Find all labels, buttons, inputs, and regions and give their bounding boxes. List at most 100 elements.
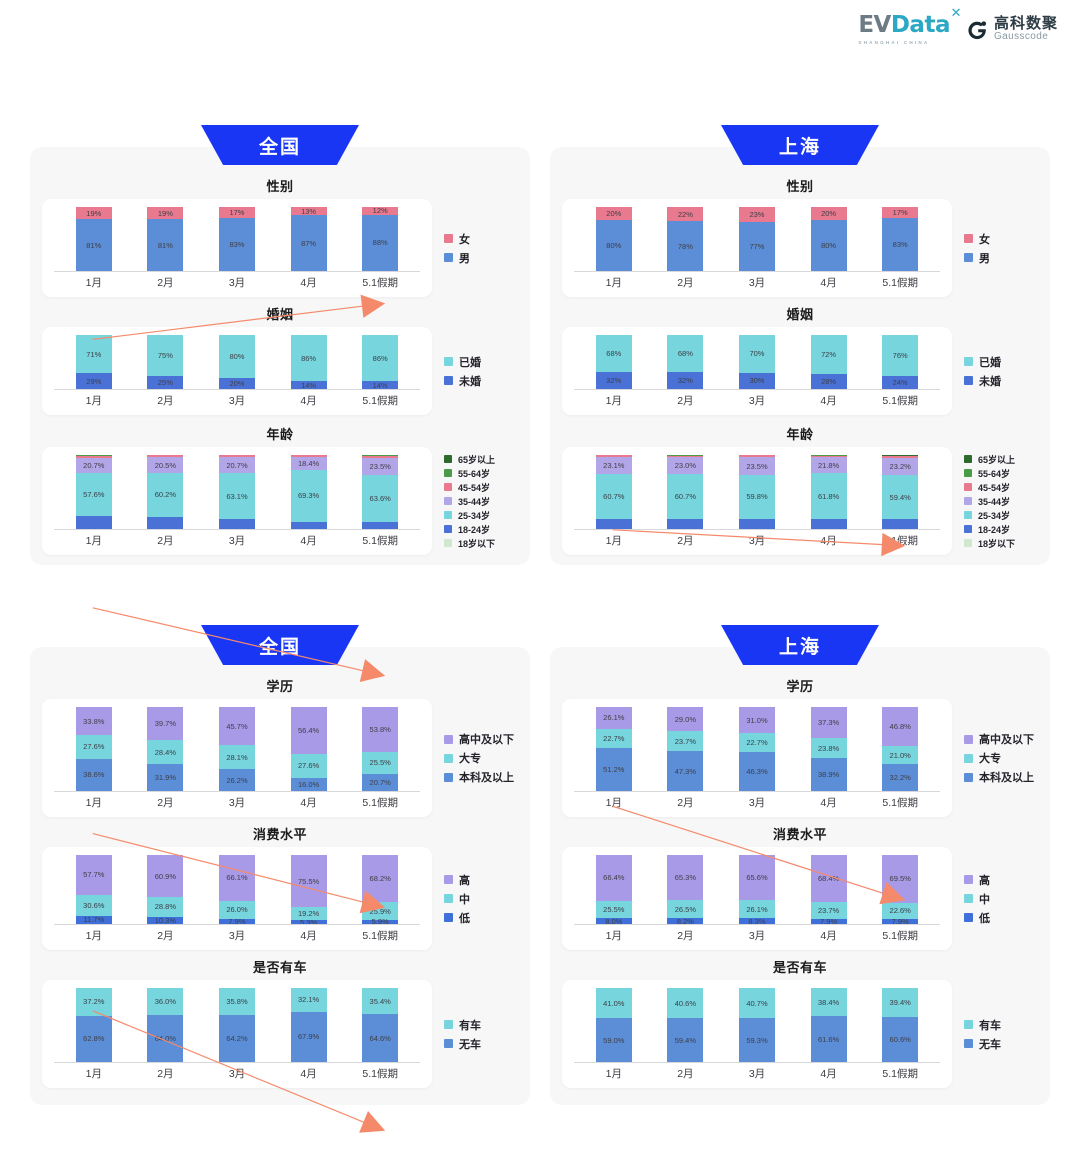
bar-segment[interactable]: 25.5% <box>362 752 399 774</box>
bar-segment[interactable]: 40.7% <box>738 988 775 1019</box>
bar-segment[interactable]: 80% <box>810 219 847 271</box>
stacked-bar[interactable]: 75% 25% <box>147 335 184 389</box>
stacked-bar[interactable]: 20.5% 60.2% <box>147 455 184 529</box>
stacked-bar[interactable]: 18.4% 69.3% <box>290 455 327 529</box>
bar-segment[interactable]: 60.9% <box>147 855 184 898</box>
bar-segment[interactable] <box>810 519 847 529</box>
bar-segment[interactable]: 59.3% <box>738 1018 775 1062</box>
bar-segment[interactable] <box>595 519 632 529</box>
bar-segment[interactable]: 65.3% <box>667 855 704 901</box>
bar-segment[interactable]: 28.4% <box>147 740 184 765</box>
bar-segment[interactable]: 26.1% <box>738 900 775 919</box>
bar-segment[interactable]: 7.9% <box>810 917 847 926</box>
bar-segment[interactable]: 75% <box>147 335 184 376</box>
bar-segment[interactable]: 88% <box>362 214 399 271</box>
stacked-bar[interactable]: 68% 32% <box>667 335 704 389</box>
bar-segment[interactable] <box>595 455 632 458</box>
stacked-bar[interactable]: 20% 80% <box>810 207 847 271</box>
stacked-bar[interactable]: 41.0% 59.0% <box>595 988 632 1062</box>
legend-item[interactable]: 有车 <box>964 1017 1038 1033</box>
bar-segment[interactable]: 22% <box>667 207 704 222</box>
bar-segment[interactable]: 41.0% <box>595 988 632 1019</box>
bar-segment[interactable]: 87% <box>290 215 327 271</box>
bar-segment[interactable]: 80% <box>595 219 632 271</box>
bar-segment[interactable]: 59.4% <box>667 1018 704 1062</box>
bar-segment[interactable]: 71% <box>75 335 112 374</box>
stacked-bar[interactable]: 36.0% 64.0% <box>147 988 184 1062</box>
stacked-bar[interactable]: 56.4% 27.6% 16.0% <box>290 707 327 791</box>
stacked-bar[interactable]: 65.6% 26.1% 8.3% <box>738 855 775 926</box>
bar-segment[interactable]: 86% <box>362 335 399 382</box>
bar-segment[interactable]: 35.8% <box>218 988 255 1015</box>
bar-segment[interactable]: 32.1% <box>290 988 327 1012</box>
bar-segment[interactable]: 21.8% <box>810 457 847 474</box>
bar-segment[interactable] <box>75 455 112 458</box>
bar-segment[interactable]: 64.2% <box>218 1014 255 1062</box>
stacked-bar[interactable]: 19% 81% <box>147 207 184 271</box>
bar-segment[interactable]: 68% <box>595 335 632 372</box>
bar-segment[interactable]: 60.2% <box>147 472 184 518</box>
bar-segment[interactable]: 20% <box>595 207 632 220</box>
stacked-bar[interactable]: 69.5% 22.6% 7.9% <box>882 855 919 926</box>
bar-segment[interactable]: 8.0% <box>595 917 632 926</box>
bar-segment[interactable]: 40.6% <box>667 988 704 1019</box>
legend-item[interactable]: 18岁以下 <box>444 537 518 550</box>
stacked-bar[interactable]: 23.2% 59.4% <box>882 455 919 529</box>
bar-segment[interactable]: 11.7% <box>75 915 112 924</box>
bar-segment[interactable] <box>882 519 919 529</box>
bar-segment[interactable]: 19% <box>147 207 184 220</box>
bar-segment[interactable]: 25% <box>147 375 184 389</box>
bar-segment[interactable]: 35.4% <box>362 988 399 1015</box>
bar-segment[interactable]: 38.4% <box>810 988 847 1017</box>
legend-item[interactable]: 男 <box>964 250 1038 266</box>
bar-segment[interactable]: 14% <box>290 381 327 390</box>
bar-segment[interactable]: 7.9% <box>218 917 255 926</box>
bar-segment[interactable]: 63.1% <box>218 472 255 520</box>
bar-segment[interactable]: 37.2% <box>75 988 112 1016</box>
bar-segment[interactable]: 12% <box>362 206 399 215</box>
legend-item[interactable]: 已婚 <box>964 354 1038 370</box>
bar-segment[interactable]: 68.4% <box>810 855 847 903</box>
bar-segment[interactable] <box>738 455 775 458</box>
stacked-bar[interactable]: 12% 88% <box>362 206 399 271</box>
legend-item[interactable]: 高 <box>964 872 1038 888</box>
legend-item[interactable]: 未婚 <box>444 373 518 389</box>
bar-segment[interactable]: 76% <box>882 335 919 377</box>
bar-segment[interactable] <box>290 521 327 529</box>
bar-segment[interactable] <box>882 455 919 457</box>
bar-segment[interactable]: 83% <box>218 217 255 271</box>
stacked-bar[interactable]: 66.4% 25.5% 8.0% <box>595 855 632 926</box>
legend-item[interactable]: 大专 <box>444 750 518 766</box>
bar-segment[interactable]: 19% <box>75 207 112 220</box>
stacked-bar[interactable]: 23.1% 60.7% <box>595 455 632 529</box>
bar-segment[interactable]: 30% <box>738 372 775 389</box>
stacked-bar[interactable]: 20.7% 63.1% <box>218 455 255 529</box>
bar-segment[interactable]: 47.3% <box>667 751 704 791</box>
stacked-bar[interactable]: 19% 81% <box>75 207 112 271</box>
bar-segment[interactable] <box>810 455 847 458</box>
bar-segment[interactable]: 28.8% <box>147 897 184 917</box>
bar-segment[interactable]: 29% <box>75 373 112 389</box>
bar-segment[interactable]: 69.3% <box>290 470 327 522</box>
bar-segment[interactable]: 60.7% <box>595 474 632 520</box>
bar-segment[interactable]: 70% <box>738 335 775 373</box>
bar-segment[interactable]: 17% <box>882 207 919 218</box>
bar-segment[interactable]: 61.8% <box>810 473 847 520</box>
bar-segment[interactable]: 27.6% <box>290 754 327 778</box>
bar-segment[interactable]: 22.7% <box>595 728 632 748</box>
bar-segment[interactable]: 59.8% <box>738 474 775 520</box>
bar-segment[interactable]: 68% <box>667 335 704 372</box>
stacked-bar[interactable]: 68.2% 25.9% 5.9% <box>362 855 399 926</box>
bar-segment[interactable]: 23.1% <box>595 457 632 475</box>
stacked-bar[interactable]: 71% 29% <box>75 335 112 389</box>
stacked-bar[interactable]: 20.7% 57.6% <box>75 455 112 529</box>
bar-segment[interactable]: 66.4% <box>595 855 632 901</box>
bar-segment[interactable]: 46.8% <box>882 707 919 747</box>
bar-segment[interactable]: 57.6% <box>75 473 112 516</box>
bar-segment[interactable]: 62.8% <box>75 1015 112 1062</box>
stacked-bar[interactable]: 13% 87% <box>290 207 327 271</box>
stacked-bar[interactable]: 68% 32% <box>595 335 632 389</box>
bar-segment[interactable]: 23.7% <box>810 902 847 919</box>
stacked-bar[interactable]: 17% 83% <box>218 207 255 271</box>
bar-segment[interactable]: 39.7% <box>147 707 184 741</box>
